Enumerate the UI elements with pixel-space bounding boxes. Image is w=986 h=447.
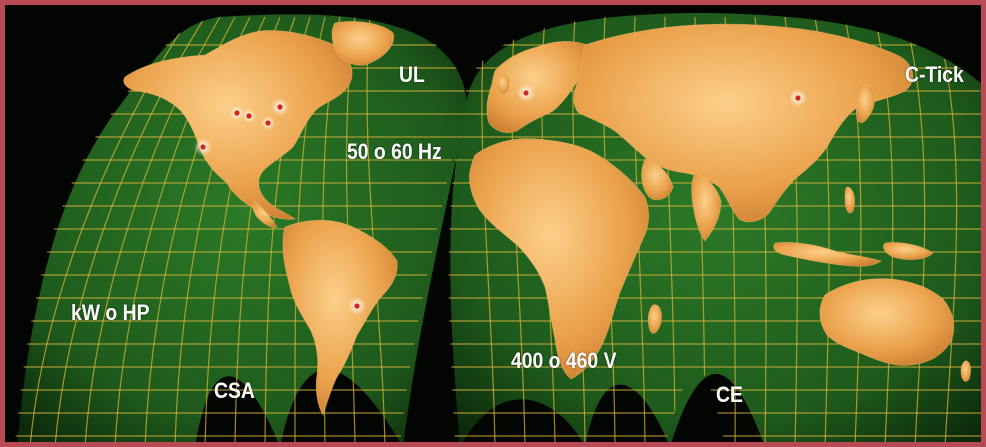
landmass-australia	[819, 278, 955, 366]
label-kw-hp: kW o HP	[71, 300, 150, 325]
landmass-arabia	[641, 158, 674, 201]
landmass-europe	[486, 41, 592, 133]
landmass-japan	[856, 84, 875, 123]
landmass-british-isles	[496, 73, 510, 95]
label-ul: UL	[399, 62, 425, 87]
label-c-tick: C-Tick	[905, 62, 964, 87]
landmass-new-guinea	[883, 242, 934, 261]
landmass-asia	[573, 23, 914, 223]
landmass-india	[691, 172, 722, 242]
marker-asia	[795, 95, 801, 101]
marker-brazil	[354, 303, 360, 309]
landmass-philippines	[844, 186, 855, 214]
landmass-greenland	[331, 21, 395, 66]
continents	[123, 21, 972, 416]
landmass-central-america	[252, 200, 278, 228]
landmass-north-america	[123, 30, 353, 220]
label-csa: CSA	[214, 378, 255, 403]
landmass-africa	[469, 138, 649, 380]
label-hz: 50 o 60 Hz	[347, 139, 442, 164]
landmass-south-america	[282, 219, 398, 416]
location-markers	[194, 84, 807, 315]
marker-us-4	[277, 104, 283, 110]
marker-us-2	[246, 113, 252, 119]
landmass-madagascar	[647, 304, 662, 334]
landmass-new-zealand	[960, 360, 972, 382]
label-volts: 400 o 460 V	[511, 348, 617, 373]
landmass-indonesia	[773, 242, 882, 267]
label-ce: CE	[716, 382, 743, 407]
marker-us-1	[234, 110, 240, 116]
marker-us-3	[265, 120, 271, 126]
marker-europe	[523, 90, 529, 96]
world-map	[15, 13, 981, 442]
marker-us-5	[200, 144, 206, 150]
